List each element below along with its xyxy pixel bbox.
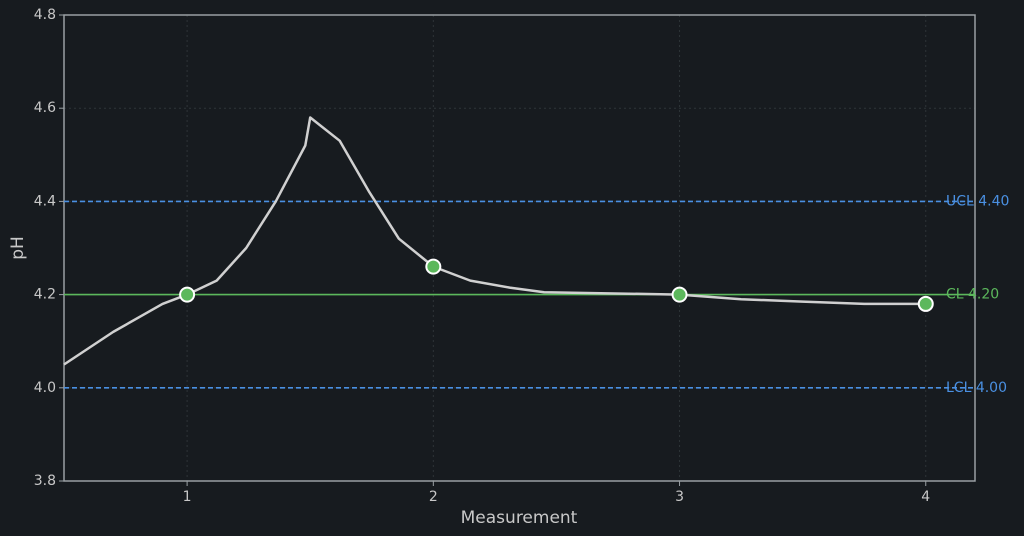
data-point xyxy=(179,286,196,303)
data-point xyxy=(425,258,442,275)
y-tick-label: 4.8 xyxy=(34,7,56,23)
control-line-label: CL 4.20 xyxy=(946,287,999,303)
y-tick-label: 4.2 xyxy=(34,287,56,303)
x-tick-label: 4 xyxy=(921,489,930,505)
x-axis-label: Measurement xyxy=(461,508,578,528)
x-tick-label: 3 xyxy=(675,489,684,505)
data-line xyxy=(63,116,926,366)
plot-frame xyxy=(63,14,976,482)
x-tick-label: 1 xyxy=(183,489,192,505)
control-line-label: UCL 4.40 xyxy=(946,193,1009,209)
data-point xyxy=(671,286,688,303)
control-line-label: LCL 4.00 xyxy=(946,380,1007,396)
x-tick-label: 2 xyxy=(429,489,438,505)
y-tick-label: 4.4 xyxy=(34,193,56,209)
y-tick-label: 4.6 xyxy=(34,100,56,116)
y-tick-label: 4.0 xyxy=(34,380,56,396)
y-axis-label: pH xyxy=(8,236,28,260)
data-point xyxy=(917,295,934,312)
y-tick-label: 3.8 xyxy=(34,473,56,489)
